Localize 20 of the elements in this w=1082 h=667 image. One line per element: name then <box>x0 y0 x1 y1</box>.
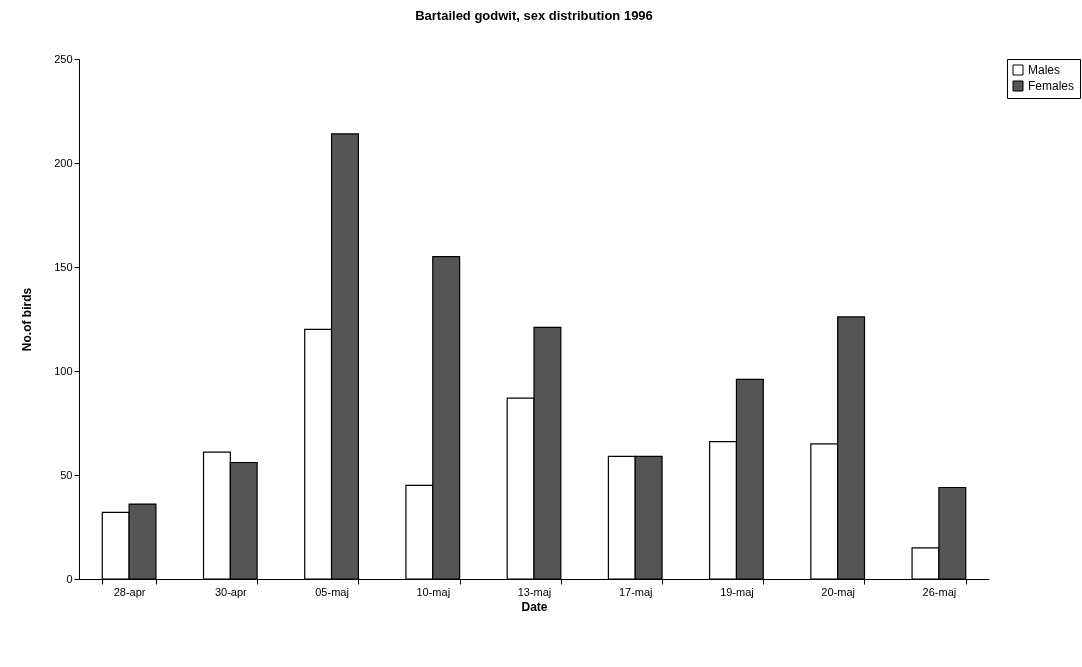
y-tick-label: 50 <box>60 468 73 481</box>
y-tick-label: 100 <box>54 364 73 377</box>
x-axis-title: Date <box>521 599 548 614</box>
x-tick-label: 28-apr <box>113 585 146 598</box>
x-tick-label: 10-maj <box>416 585 451 598</box>
y-tick-label: 150 <box>54 260 73 273</box>
y-tick-label: 0 <box>66 572 73 585</box>
legend-label: Females <box>1028 79 1075 93</box>
x-tick-label: 30-apr <box>214 585 248 598</box>
x-tick-label: 05-maj <box>315 585 349 598</box>
x-tick-label: 17-maj <box>618 585 653 598</box>
y-axis-title: No.of birds <box>20 287 35 352</box>
y-tick-label: 200 <box>54 156 73 169</box>
x-tick-label: 26-maj <box>922 585 957 598</box>
x-tick-label: 19-maj <box>720 585 754 598</box>
legend-label: Males <box>1028 63 1061 77</box>
x-tick-label: 13-maj <box>517 585 552 598</box>
chart-title: Bartailed godwit, sex distribution 1996 <box>415 8 653 23</box>
x-tick-label: 20-maj <box>821 585 855 598</box>
y-tick-label: 250 <box>54 52 73 65</box>
